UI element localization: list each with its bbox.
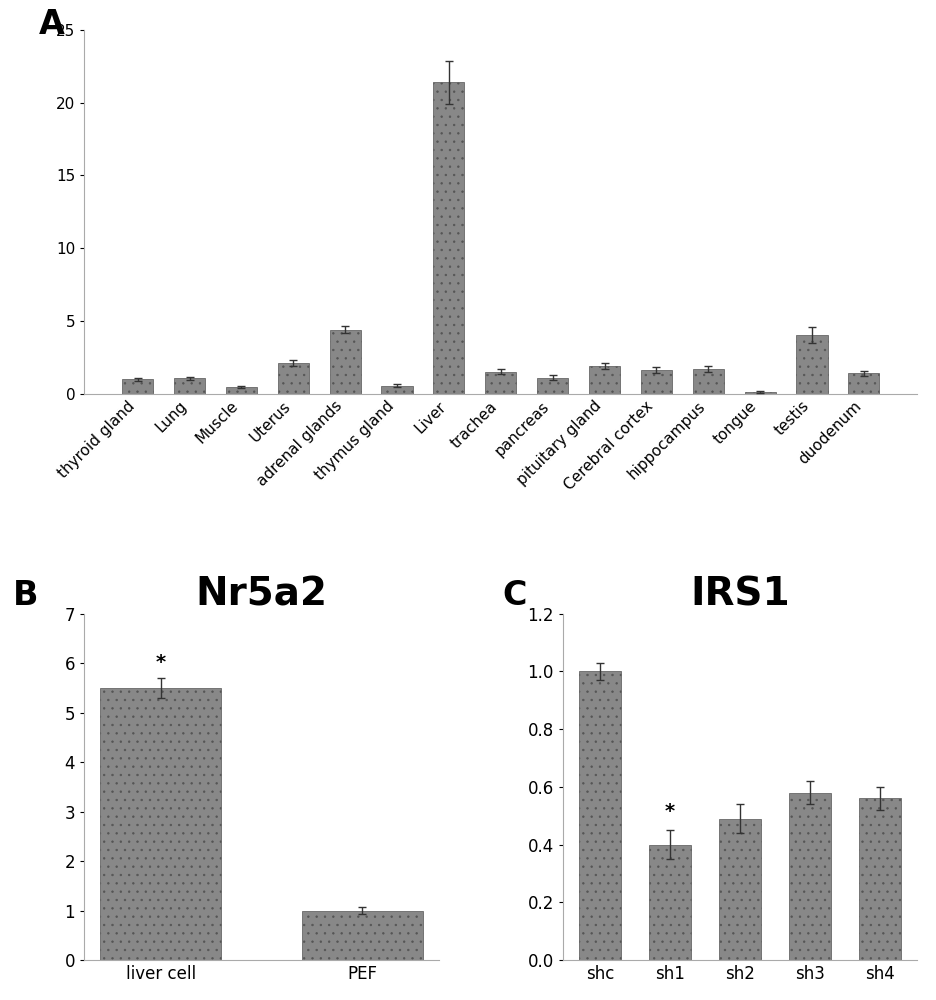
Title: Nr5a2: Nr5a2	[196, 575, 328, 613]
Bar	[278, 363, 309, 394]
Bar	[537, 378, 568, 394]
Bar	[578, 671, 621, 960]
Bar	[649, 845, 691, 960]
Bar	[226, 387, 257, 394]
Text: *: *	[665, 802, 675, 821]
Bar	[797, 335, 827, 394]
Text: C: C	[503, 579, 527, 612]
Bar	[301, 911, 423, 960]
Text: *: *	[155, 653, 166, 672]
Bar	[122, 379, 154, 394]
Bar	[848, 373, 880, 394]
Bar	[100, 688, 221, 960]
Bar	[329, 330, 360, 394]
Bar	[789, 793, 831, 960]
Bar	[485, 372, 517, 394]
Bar	[589, 366, 620, 394]
Title: IRS1: IRS1	[690, 575, 790, 613]
Bar	[641, 370, 672, 394]
Bar	[744, 392, 776, 394]
Bar	[433, 82, 464, 394]
Bar	[174, 378, 205, 394]
Bar	[719, 819, 761, 960]
Bar	[382, 386, 413, 394]
Text: B: B	[13, 579, 38, 612]
Bar	[859, 798, 901, 960]
Bar	[693, 369, 724, 394]
Text: A: A	[38, 8, 65, 41]
